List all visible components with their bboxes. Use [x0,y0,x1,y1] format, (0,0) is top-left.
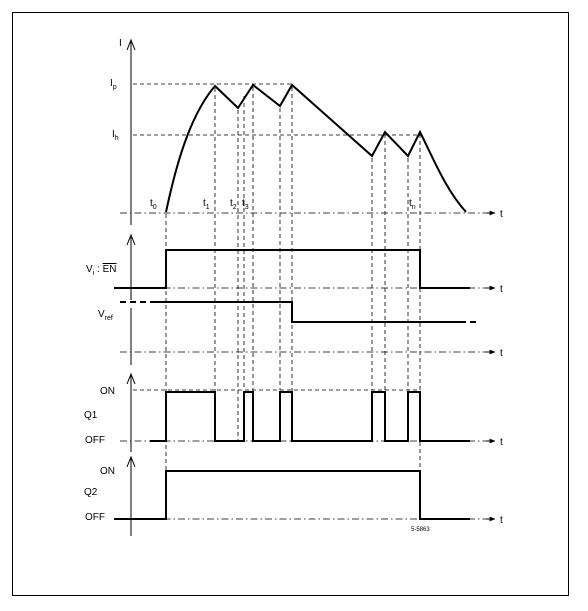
enable-panel: Vi : EN t [86,233,503,300]
current-time-label: t [500,209,503,220]
current-axis-arrow [126,38,136,51]
time-marker-t2: t2 [230,198,237,211]
q1-on-label: ON [100,386,115,397]
current-panel: I Ip Ih t t0 t1 t2 t3 tn [110,38,503,225]
enable-waveform [114,249,470,289]
hold-level-label: Ih [112,129,119,142]
q1-waveform [150,391,470,442]
figure-code: 5-5863 [411,527,430,533]
vref-panel: Vref t [98,301,503,365]
q1-name-label: Q1 [84,410,98,421]
enable-label: Vi : EN [86,264,116,277]
enable-time-label: t [500,284,503,295]
q1-time-label: t [500,437,503,448]
vref-waveform [150,301,460,323]
time-marker-t3: t3 [242,198,249,211]
q2-time-label: t [500,515,503,526]
time-marker-t0: t0 [150,198,157,211]
vref-time-label: t [500,348,503,359]
time-marker-t1: t1 [203,198,210,211]
current-axis-label: I [119,38,122,49]
q1-panel: ON Q1 OFF t [84,372,503,452]
q1-off-label: OFF [85,435,105,446]
current-waveform [165,83,467,213]
diagram-frame [12,12,569,596]
q2-waveform [114,470,470,520]
q2-name-label: Q2 [84,487,98,498]
q2-off-label: OFF [85,512,105,523]
peak-level-label: Ip [110,78,117,91]
vref-label: Vref [98,309,113,322]
time-marker-tn: tn [409,198,416,211]
q2-panel: ON Q2 OFF t 5-5863 [84,455,503,536]
q2-on-label: ON [100,466,115,477]
